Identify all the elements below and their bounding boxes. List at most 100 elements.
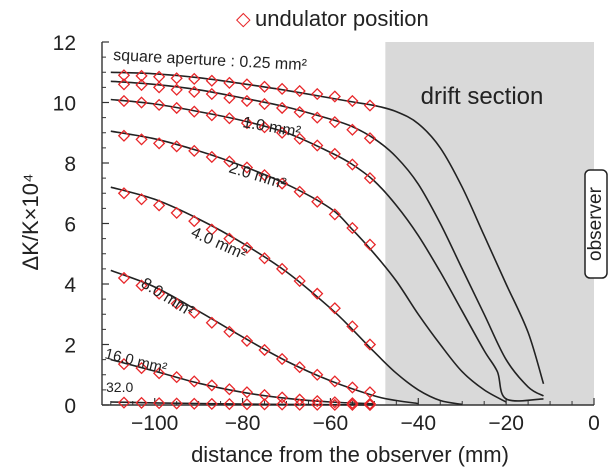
undulator-position-marker xyxy=(170,72,183,85)
series-label-7: 16.0 mm² xyxy=(103,345,169,377)
undulator-position-marker xyxy=(363,172,377,185)
undulator-position-marker xyxy=(170,140,183,153)
undulator-position-marker xyxy=(188,144,201,158)
undulator-position-marker xyxy=(346,123,359,136)
undulator-position-marker xyxy=(223,397,236,411)
undulator-position-marker xyxy=(328,398,341,411)
x-tick-label: −80 xyxy=(225,412,261,435)
series-label-3: 1.0 mm² xyxy=(241,114,302,141)
x-tick-label: −100 xyxy=(131,412,178,435)
undulator-position-marker xyxy=(117,78,131,91)
undulator-position-marker xyxy=(258,80,271,93)
undulator-position-marker xyxy=(258,388,271,402)
undulator-position-marker xyxy=(363,397,377,410)
undulator-position-marker xyxy=(188,306,201,319)
undulator-position-marker xyxy=(258,121,271,134)
undulator-position-marker xyxy=(328,208,341,221)
undulator-position-marker xyxy=(152,397,166,410)
undulator-position-marker xyxy=(205,316,218,329)
undulator-position-marker xyxy=(328,90,341,103)
undulator-position-marker xyxy=(135,361,148,375)
undulator-position-marker xyxy=(328,116,341,129)
undulator-position-marker xyxy=(152,137,166,150)
undulator-position-marker xyxy=(188,72,201,86)
undulator-position-marker xyxy=(135,279,148,292)
y-tick-label: 12 xyxy=(53,32,76,55)
undulator-position-marker xyxy=(311,398,324,411)
undulator-position-marker xyxy=(135,78,148,92)
x-tick-label: −40 xyxy=(400,412,436,435)
undulator-position-marker xyxy=(311,195,324,208)
undulator-position-marker xyxy=(223,76,236,89)
undulator-position-marker xyxy=(170,83,183,96)
drift-section-label: drift section xyxy=(421,83,544,110)
y-tick-label: 4 xyxy=(64,274,76,297)
series-curve-4 xyxy=(110,130,507,403)
undulator-position-marker xyxy=(223,112,236,125)
undulator-position-marker xyxy=(188,375,201,388)
undulator-position-marker xyxy=(240,116,254,130)
x-axis-title: distance from the observer (mm) xyxy=(191,442,509,467)
undulator-position-marker xyxy=(346,158,359,171)
series-curve-2 xyxy=(110,80,544,397)
undulator-position-marker xyxy=(223,325,236,338)
undulator-position-marker xyxy=(293,361,306,374)
undulator-position-marker xyxy=(152,81,166,94)
undulator-position-marker xyxy=(258,398,271,411)
legend: ◇ undulator position xyxy=(236,6,429,31)
y-axis-title: ΔK/K×10⁴ xyxy=(18,174,43,271)
undulator-position-marker xyxy=(240,398,254,411)
undulator-position-marker xyxy=(363,338,377,351)
undulator-position-marker xyxy=(258,168,271,182)
x-tick-label: −20 xyxy=(488,412,524,435)
series-label-4: 2.0 mm² xyxy=(227,160,289,194)
series-label-8: 32.0 xyxy=(106,379,133,395)
undulator-position-marker xyxy=(117,396,131,409)
undulator-position-marker xyxy=(363,398,377,412)
undulator-position-marker xyxy=(293,274,306,288)
undulator-position-marker xyxy=(363,238,377,251)
undulator-position-marker xyxy=(170,371,183,384)
undulator-position-marker xyxy=(328,375,341,388)
undulator-position-marker xyxy=(205,87,218,101)
undulator-position-marker xyxy=(152,98,166,112)
x-tick-label: 0 xyxy=(588,412,600,435)
undulator-position-marker xyxy=(223,155,236,168)
undulator-position-marker xyxy=(170,206,183,220)
undulator-position-marker xyxy=(205,397,218,411)
undulator-position-marker xyxy=(293,106,306,119)
undulator-position-marker xyxy=(275,177,289,190)
undulator-position-marker xyxy=(275,262,289,275)
undulator-position-marker xyxy=(223,232,236,245)
legend-label: undulator position xyxy=(255,6,429,31)
x-tick-label: −60 xyxy=(313,412,349,435)
undulator-position-marker xyxy=(135,396,148,410)
undulator-position-marker xyxy=(188,105,201,118)
undulator-position-marker xyxy=(346,221,359,235)
undulator-position-marker xyxy=(240,386,254,399)
observer-label: observer xyxy=(585,186,606,261)
series-curve-3 xyxy=(110,98,544,402)
undulator-position-marker xyxy=(205,223,218,236)
undulator-position-marker xyxy=(188,85,201,99)
undulator-position-marker xyxy=(117,94,131,108)
undulator-position-marker xyxy=(170,397,183,410)
undulator-position-marker xyxy=(240,78,254,91)
undulator-position-marker xyxy=(363,386,377,399)
undulator-position-marker xyxy=(346,320,359,333)
undulator-position-marker xyxy=(205,379,218,392)
series-curve-6 xyxy=(110,269,419,405)
undulator-position-marker xyxy=(152,287,166,300)
y-tick-label: 6 xyxy=(64,214,76,237)
undulator-position-marker xyxy=(293,132,306,145)
undulator-position-marker xyxy=(275,352,289,366)
undulator-position-marker xyxy=(363,132,377,145)
undulator-position-marker xyxy=(240,94,254,108)
series-label-6: 8.0 mm² xyxy=(138,275,197,321)
undulator-position-marker xyxy=(117,129,131,142)
undulator-position-marker xyxy=(293,398,306,411)
undulator-position-marker xyxy=(275,101,289,115)
undulator-position-marker xyxy=(152,367,166,380)
undulator-position-marker xyxy=(117,358,131,371)
undulator-position-marker xyxy=(293,185,306,198)
